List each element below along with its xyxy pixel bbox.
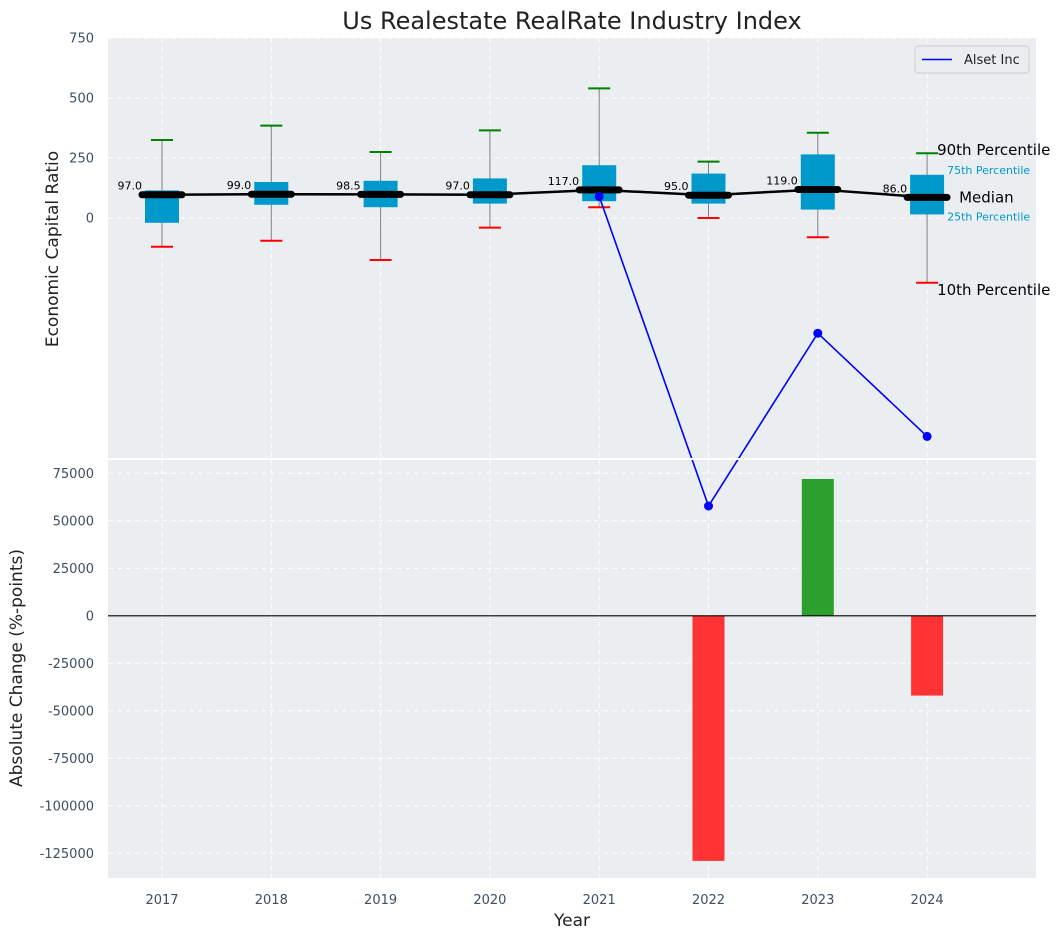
p75-annotation: 75th Percentile bbox=[947, 164, 1030, 177]
legend-label: Alset Inc bbox=[964, 53, 1020, 68]
top-plot-area bbox=[108, 38, 1036, 458]
bottom-y-tick-label: 75000 bbox=[53, 467, 94, 482]
change-bar bbox=[911, 615, 944, 696]
p90-annotation: 90th Percentile bbox=[937, 141, 1050, 159]
bottom-plot-area bbox=[108, 460, 1036, 878]
median-value-label: 98.5 bbox=[336, 179, 361, 192]
median-value-label: 117.0 bbox=[548, 175, 580, 188]
x-tick-label: 2019 bbox=[364, 893, 397, 908]
median-value-label: 95.0 bbox=[664, 180, 689, 193]
bottom-y-tick-label: -125000 bbox=[40, 847, 94, 862]
x-axis-title: Year bbox=[553, 911, 590, 931]
bottom-y-tick-label: -75000 bbox=[48, 752, 94, 767]
median-value-label: 86.0 bbox=[883, 182, 908, 195]
company-series-point bbox=[922, 431, 932, 441]
iqr-box bbox=[800, 154, 835, 210]
x-tick-label: 2018 bbox=[255, 893, 288, 908]
bottom-y-tick-label: 50000 bbox=[53, 514, 94, 529]
bottom-y-tick-label: 0 bbox=[86, 609, 94, 624]
iqr-box bbox=[472, 178, 507, 204]
top-y-tick-label: 0 bbox=[86, 212, 94, 227]
change-bar bbox=[801, 479, 834, 616]
median-value-label: 119.0 bbox=[766, 174, 798, 187]
x-tick-label: 2017 bbox=[145, 893, 178, 908]
bottom-y-tick-label: -25000 bbox=[48, 657, 94, 672]
x-tick-label: 2024 bbox=[911, 893, 944, 908]
company-series-line bbox=[598, 196, 928, 508]
top-y-tick-label: 500 bbox=[69, 92, 94, 107]
bottom-y-axis-title: Absolute Change (%-points) bbox=[7, 549, 27, 787]
change-bar bbox=[692, 615, 725, 861]
x-tick-label: 2021 bbox=[583, 893, 616, 908]
median-value-label: 99.0 bbox=[227, 179, 252, 192]
chart-title: Us Realestate RealRate Industry Index bbox=[342, 7, 801, 35]
legend-frame bbox=[914, 45, 1030, 74]
bottom-y-tick-label: -50000 bbox=[48, 704, 94, 719]
bottom-y-tick-label: -100000 bbox=[40, 799, 94, 814]
median-value-label: 97.0 bbox=[118, 180, 143, 193]
company-series-point bbox=[704, 501, 713, 511]
company-series-point bbox=[813, 328, 823, 338]
x-tick-label: 2020 bbox=[473, 893, 506, 908]
x-tick-label: 2022 bbox=[692, 893, 725, 908]
median-annotation: Median bbox=[959, 188, 1014, 206]
bottom-y-tick-label: 25000 bbox=[53, 562, 94, 577]
legend: Alset Inc bbox=[914, 45, 1030, 74]
top-y-axis-title: Economic Capital Ratio bbox=[43, 151, 63, 347]
top-y-tick-label: 750 bbox=[69, 32, 94, 47]
p10-annotation: 10th Percentile bbox=[937, 281, 1050, 299]
p25-annotation: 25th Percentile bbox=[947, 210, 1030, 223]
iqr-box bbox=[691, 173, 726, 204]
x-tick-label: 2023 bbox=[801, 893, 834, 908]
median-value-label: 97.0 bbox=[445, 180, 470, 193]
top-y-tick-label: 250 bbox=[69, 152, 94, 167]
company-series-point bbox=[594, 191, 604, 201]
